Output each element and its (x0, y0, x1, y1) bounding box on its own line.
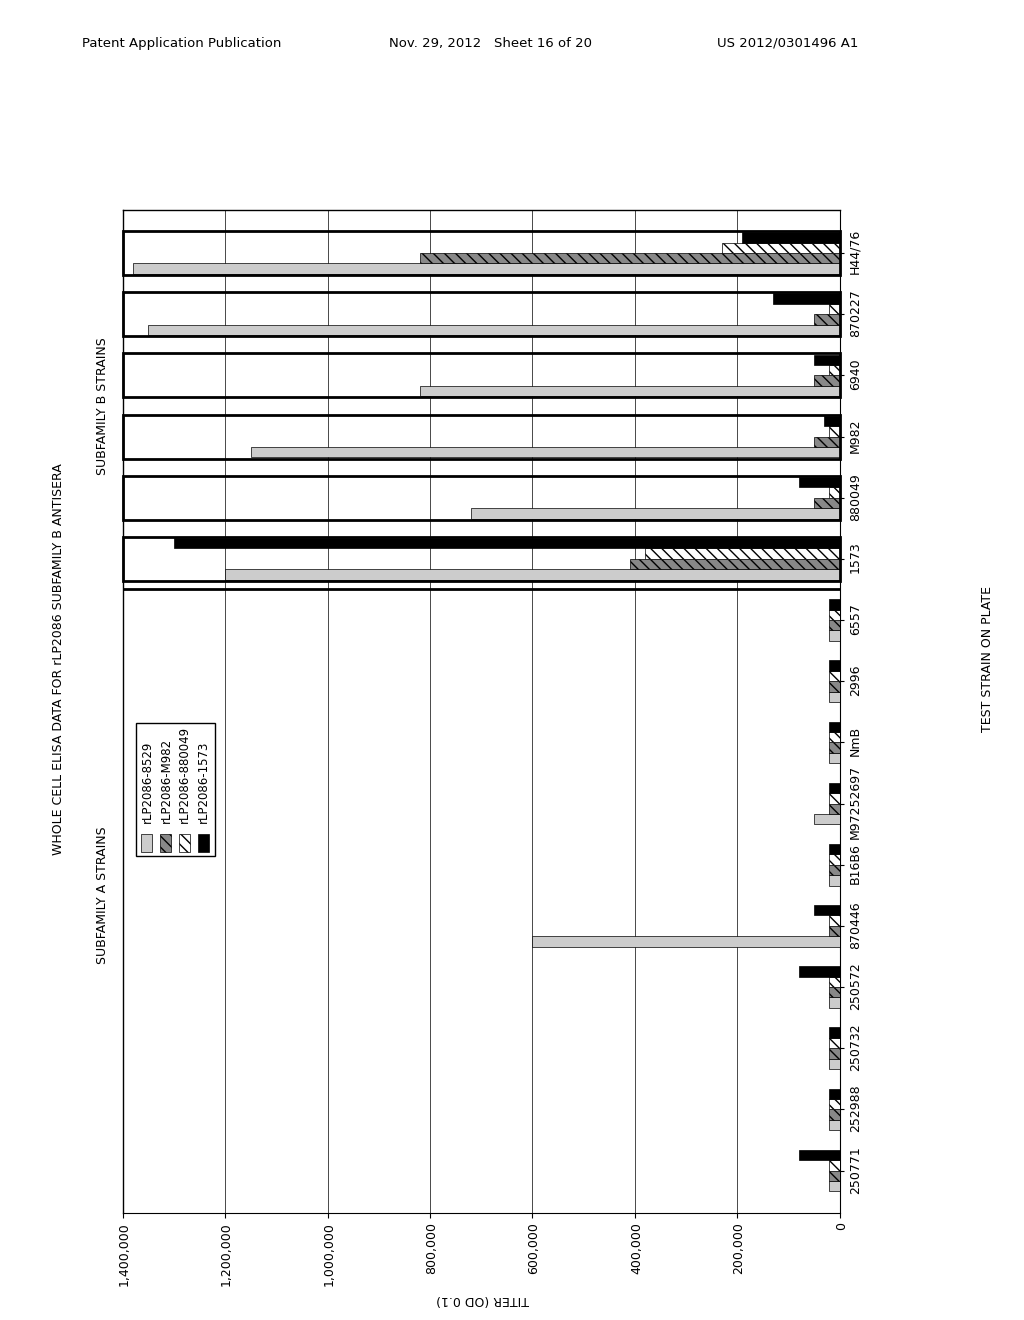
Text: Patent Application Publication: Patent Application Publication (82, 37, 282, 50)
Text: Nov. 29, 2012   Sheet 16 of 20: Nov. 29, 2012 Sheet 16 of 20 (389, 37, 592, 50)
Text: US 2012/0301496 A1: US 2012/0301496 A1 (717, 37, 858, 50)
